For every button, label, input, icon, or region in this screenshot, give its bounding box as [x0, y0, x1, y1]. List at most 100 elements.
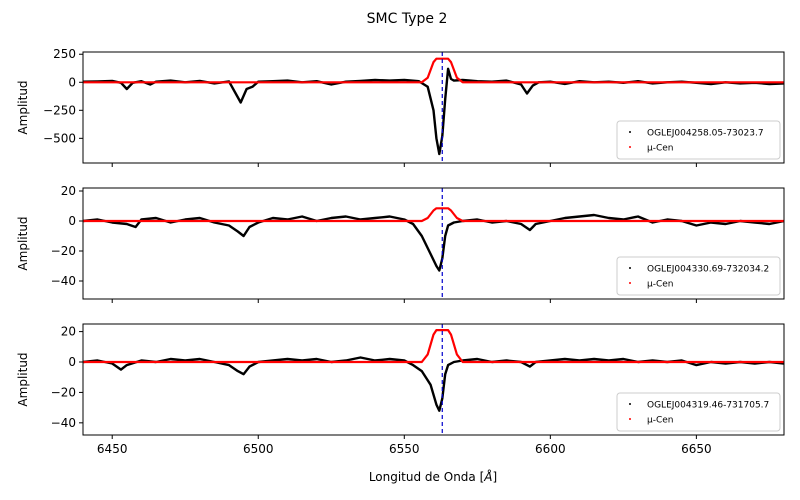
- axes-frame: [82, 51, 785, 164]
- data-point: [420, 235, 423, 237]
- data-point: [125, 223, 128, 225]
- legend-entry: OGLEJ004258.05-73023.7: [647, 129, 764, 139]
- data-point: [444, 373, 447, 376]
- data-point: [330, 83, 333, 86]
- x-tick-label: 6650: [681, 442, 712, 456]
- y-tick-label: 250: [53, 47, 76, 61]
- data-point: [435, 265, 438, 267]
- y-axis-label: Amplitud: [16, 216, 30, 270]
- data-point: [388, 215, 391, 218]
- data-point: [134, 226, 137, 228]
- data-point: [526, 92, 528, 95]
- data-point: [531, 84, 534, 87]
- data-point: [438, 409, 441, 412]
- data-point: [315, 358, 318, 360]
- x-tick-label: 6550: [389, 442, 420, 456]
- legend-marker: [629, 418, 631, 420]
- legend: OGLEJ004258.05-73023.7 μ-Cen: [616, 120, 781, 160]
- x-axis-label-close: ]: [492, 470, 497, 484]
- data-point: [198, 217, 201, 219]
- data-point: [420, 370, 423, 373]
- data-point: [695, 224, 698, 227]
- data-point: [520, 223, 523, 225]
- x-axis-label-text: Longitud de Onda [: [369, 470, 484, 484]
- data-point: [286, 79, 289, 82]
- data-point: [149, 83, 152, 86]
- data-point: [236, 370, 239, 373]
- y-tick-label: 20: [61, 184, 76, 198]
- axes-frame: [82, 187, 785, 300]
- legend: OGLEJ004330.69-732034.2 μ-Cen: [616, 256, 781, 296]
- data-point: [248, 226, 251, 228]
- legend-marker: [629, 267, 631, 269]
- y-tick-label: 0: [68, 214, 76, 228]
- data-point: [444, 98, 447, 100]
- data-point: [228, 364, 230, 366]
- reference-spectrum-line: [83, 329, 784, 364]
- data-point: [412, 223, 414, 225]
- data-point: [768, 83, 771, 85]
- data-point: [447, 364, 450, 366]
- data-point: [453, 221, 455, 224]
- data-point: [593, 214, 596, 216]
- data-point: [330, 217, 333, 219]
- data-point: [432, 109, 435, 112]
- data-point: [447, 224, 450, 227]
- data-point: [403, 79, 406, 81]
- data-point: [388, 358, 391, 360]
- data-point: [120, 368, 122, 371]
- data-point: [251, 85, 254, 88]
- data-point: [476, 358, 479, 360]
- data-point: [245, 88, 248, 90]
- legend-marker: [629, 131, 631, 133]
- y-tick-label: −250: [43, 103, 76, 117]
- axes-frame: [82, 323, 785, 436]
- data-point: [622, 358, 625, 360]
- data-point: [242, 373, 245, 376]
- x-axis-label: Longitud de Onda [Å]: [369, 469, 497, 484]
- data-point: [228, 224, 230, 227]
- data-point: [271, 217, 274, 219]
- data-point: [169, 79, 172, 82]
- y-tick-label: 0: [68, 75, 76, 89]
- plot-area: [83, 188, 784, 299]
- data-point: [359, 356, 362, 359]
- data-point: [534, 223, 537, 225]
- y-tick-label: −40: [51, 274, 76, 288]
- data-point: [528, 365, 531, 368]
- legend-marker: [629, 282, 631, 284]
- data-point: [301, 215, 303, 218]
- data-point: [169, 358, 172, 360]
- data-point: [724, 223, 727, 225]
- data-point: [564, 217, 566, 219]
- data-point: [461, 79, 464, 81]
- data-point: [286, 358, 289, 360]
- x-tick-label: 6450: [97, 442, 128, 456]
- data-point: [593, 358, 596, 360]
- data-point: [125, 88, 128, 90]
- data-point: [637, 215, 639, 218]
- y-tick-label: −500: [43, 131, 76, 145]
- data-point: [435, 403, 438, 406]
- data-point: [453, 361, 455, 363]
- data-point: [426, 85, 429, 88]
- data-point: [710, 83, 712, 85]
- reference-spectrum-line: [83, 207, 784, 223]
- legend: OGLEJ004319.46-731705.7 μ-Cen: [616, 392, 781, 432]
- panel-2: 20 0 −20 −40 Amplitud OGLEJ004330.69-732034.2…: [16, 184, 785, 303]
- y-tick-label: −40: [51, 416, 76, 430]
- figure-title: SMC Type 2: [367, 11, 448, 27]
- data-point: [374, 217, 376, 219]
- legend-marker: [629, 146, 631, 148]
- legend-entry: μ-Cen: [647, 416, 674, 426]
- data-point: [239, 101, 242, 104]
- data-point: [344, 215, 347, 218]
- data-point: [450, 78, 452, 80]
- data-point: [564, 358, 566, 360]
- y-tick-label: −20: [51, 385, 76, 399]
- data-point: [429, 383, 432, 386]
- panel-3: 20 0 −20 −40 6450 6500 6550 6600 6650 Amplitud OGL…: [16, 323, 785, 456]
- data-point: [242, 235, 245, 237]
- data-point: [453, 79, 455, 82]
